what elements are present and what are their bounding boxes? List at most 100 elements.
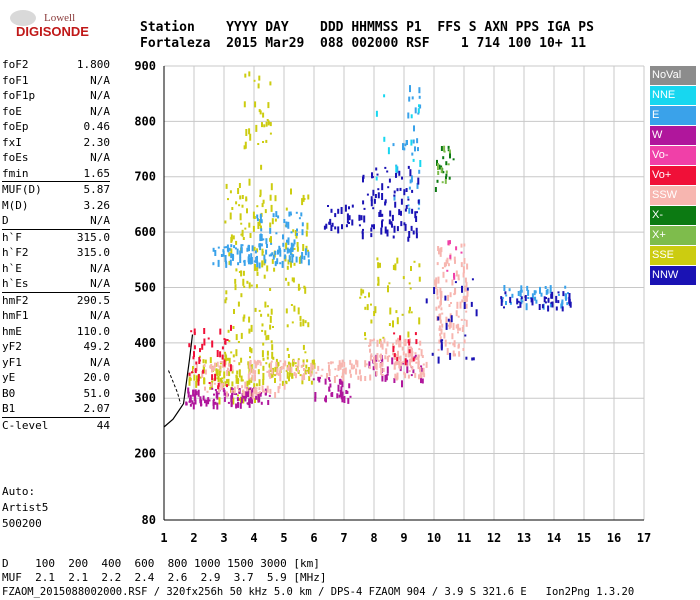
echo-point: [276, 368, 279, 375]
echo-point: [393, 190, 396, 194]
echo-point: [466, 287, 469, 291]
echo-point: [255, 284, 258, 289]
echo-point: [439, 287, 442, 293]
echo-point: [341, 375, 343, 378]
echo-point: [269, 194, 272, 201]
echo-point: [246, 402, 249, 405]
echo-point: [236, 385, 239, 389]
echo-point: [258, 360, 261, 363]
echo-point: [418, 276, 421, 282]
echo-point: [278, 247, 281, 253]
echo-point: [206, 390, 209, 393]
echo-point: [373, 224, 375, 230]
echo-point: [408, 207, 411, 214]
echo-point: [402, 361, 405, 364]
echo-point: [383, 338, 386, 344]
echo-point: [372, 207, 375, 210]
echo-point: [359, 296, 362, 299]
echo-point: [417, 360, 420, 366]
echo-point: [256, 266, 259, 272]
echo-point: [226, 384, 228, 388]
echo-point: [265, 121, 268, 127]
echo-point: [295, 256, 298, 263]
echo-point: [329, 383, 332, 388]
echo-point: [407, 198, 410, 201]
header-values: Fortaleza 2015 Mar29 088 002000 RSF 1 71…: [140, 36, 587, 51]
echo-point: [407, 236, 410, 242]
echo-point: [414, 358, 416, 361]
echo-point: [290, 231, 293, 234]
echo-point: [211, 340, 214, 348]
echo-point: [242, 237, 245, 240]
echo-point: [453, 272, 455, 278]
echo-point: [328, 377, 331, 381]
echo-point: [269, 81, 272, 86]
echo-point: [272, 254, 275, 260]
echo-point: [373, 355, 376, 363]
echo-point: [214, 401, 217, 405]
echo-point: [199, 348, 201, 353]
echo-point: [449, 254, 452, 259]
echo-point: [296, 242, 299, 247]
echo-point: [287, 241, 290, 245]
echo-point: [317, 365, 320, 371]
echo-point: [407, 196, 410, 199]
echo-point: [236, 248, 239, 255]
param-value: N/A: [90, 89, 110, 102]
echo-point: [239, 402, 242, 409]
echo-point: [371, 224, 374, 228]
echo-point: [423, 373, 426, 378]
echo-point: [400, 221, 403, 227]
echo-point: [465, 303, 468, 309]
echo-point: [218, 397, 221, 405]
echo-point: [411, 96, 414, 100]
echo-point: [376, 344, 379, 347]
echo-point: [246, 380, 249, 387]
echo-point: [265, 238, 268, 245]
echo-point: [384, 374, 387, 382]
echo-point: [440, 146, 443, 151]
echo-point: [409, 338, 411, 343]
echo-point: [287, 364, 290, 371]
echo-point: [295, 367, 298, 371]
y-tick-label: 800: [134, 114, 156, 128]
echo-point: [457, 315, 460, 318]
echo-point: [270, 360, 273, 363]
echo-point: [295, 373, 297, 379]
echo-point: [418, 169, 421, 174]
echo-point: [215, 368, 218, 376]
echo-point: [386, 341, 389, 347]
param-label: hmF2: [2, 293, 29, 307]
echo-point: [455, 310, 458, 317]
echo-point: [417, 177, 420, 185]
echo-point: [236, 370, 239, 375]
echo-point: [405, 188, 408, 192]
echo-point: [339, 389, 342, 397]
echo-point: [306, 222, 309, 230]
echo-point: [199, 376, 202, 379]
echo-point: [270, 242, 273, 245]
echo-point: [355, 368, 358, 375]
echo-point: [233, 309, 235, 314]
echo-point: [419, 367, 422, 373]
echo-point: [361, 230, 364, 234]
echo-point: [407, 165, 410, 169]
echo-point: [402, 143, 404, 151]
echo-point: [235, 403, 238, 409]
echo-point: [298, 217, 301, 220]
echo-point: [285, 308, 288, 314]
echo-point: [282, 234, 284, 240]
echo-point: [193, 332, 196, 336]
echo-point: [445, 279, 448, 283]
echo-point: [445, 173, 448, 177]
echo-point: [261, 248, 264, 256]
echo-point: [550, 301, 553, 304]
echo-point: [384, 226, 387, 234]
echo-point: [400, 361, 403, 366]
echo-point: [279, 374, 282, 382]
echo-point: [281, 380, 284, 386]
echo-point: [410, 355, 413, 363]
echo-point: [248, 402, 251, 408]
echo-point: [411, 351, 414, 354]
echo-point: [289, 211, 292, 216]
